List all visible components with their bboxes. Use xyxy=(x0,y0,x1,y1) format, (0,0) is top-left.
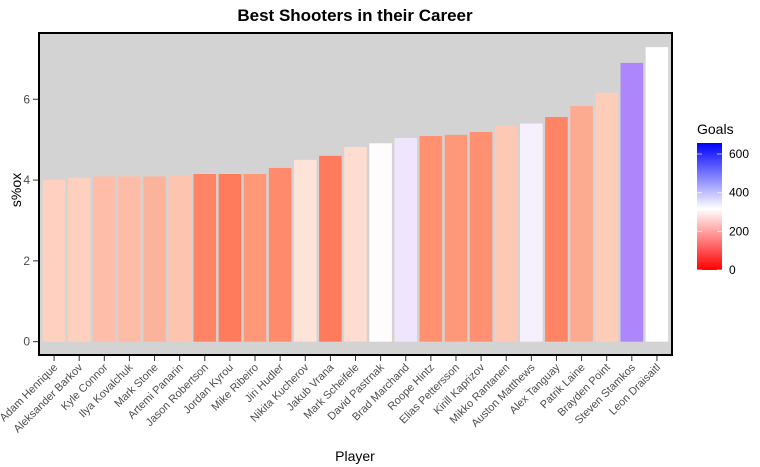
y-tick-label: 6 xyxy=(23,92,30,106)
bar xyxy=(42,179,66,342)
y-tick-label: 4 xyxy=(23,173,30,187)
bar xyxy=(469,131,493,342)
bar xyxy=(419,136,443,342)
bar xyxy=(394,138,418,342)
bar xyxy=(143,176,166,342)
bar xyxy=(369,143,392,342)
bar xyxy=(93,176,116,342)
bar xyxy=(268,167,292,342)
legend-title: Goals xyxy=(697,121,734,137)
bar xyxy=(344,146,367,342)
panel-border xyxy=(38,32,673,356)
bar xyxy=(193,174,217,342)
bar xyxy=(520,123,543,342)
bar xyxy=(595,92,618,342)
bar xyxy=(67,177,91,342)
chart-title: Best Shooters in their Career xyxy=(237,6,473,25)
x-axis-label: Player xyxy=(335,448,375,464)
legend-tick-label: 0 xyxy=(729,263,736,277)
legend-tick-label: 200 xyxy=(729,224,749,238)
legend-colorbar xyxy=(697,143,722,270)
bar xyxy=(243,174,267,342)
bar xyxy=(168,175,191,342)
bar xyxy=(118,176,141,342)
bar xyxy=(319,155,342,342)
y-tick-label: 2 xyxy=(23,254,30,268)
y-tick-label: 0 xyxy=(23,335,30,349)
bar xyxy=(494,125,518,342)
bar xyxy=(620,62,644,342)
bar xyxy=(545,117,568,342)
legend: Goals 0 200 400 600 xyxy=(697,121,749,277)
bar xyxy=(570,106,593,342)
legend-tick-label: 600 xyxy=(729,147,749,161)
bar xyxy=(293,159,317,342)
y-axis-label: s%ox xyxy=(8,173,24,207)
legend-tick-label: 400 xyxy=(729,186,749,200)
bar xyxy=(444,134,468,342)
bar xyxy=(218,174,242,342)
bar xyxy=(645,47,669,342)
